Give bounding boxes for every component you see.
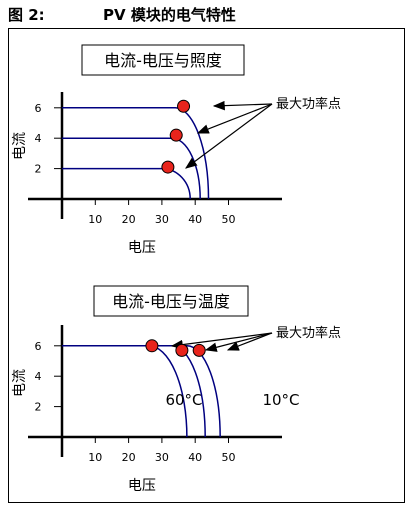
figure-title: PV 模块的电气特性 — [103, 6, 236, 24]
chart-title: 电流-电压与温度 — [112, 292, 230, 311]
chart-title: 电流-电压与照度 — [104, 51, 222, 70]
chart-title-box — [81, 44, 245, 76]
series-label: 10°C — [262, 391, 299, 409]
x-tick-label: 20 — [122, 213, 136, 226]
x-axis-label: 电压 — [128, 240, 156, 256]
x-tick-label: 50 — [222, 451, 236, 464]
y-axis-label: 电流 — [12, 132, 28, 160]
chart-title-box — [93, 285, 249, 317]
figure-number: 图 2: — [8, 6, 45, 24]
y-tick-label: 2 — [35, 163, 42, 176]
mpp-marker — [192, 343, 206, 357]
x-tick-label: 10 — [88, 213, 102, 226]
x-tick-label: 40 — [188, 451, 202, 464]
y-tick-label: 4 — [35, 132, 42, 145]
x-axis-label: 电压 — [128, 478, 156, 494]
x-tick-label: 50 — [222, 213, 236, 226]
figure-frame — [8, 28, 405, 503]
mpp-marker — [169, 128, 183, 142]
figure-caption: 图 2: PV 模块的电气特性 — [8, 4, 236, 25]
mpp-arrow — [170, 332, 273, 350]
x-tick-label: 40 — [188, 213, 202, 226]
x-tick-label: 20 — [122, 451, 136, 464]
x-tick-label: 30 — [155, 213, 169, 226]
series-label: 60°C — [165, 391, 202, 409]
mpp-marker — [177, 99, 191, 113]
mpp-arrow — [212, 100, 273, 111]
y-tick-label: 2 — [35, 401, 42, 414]
mpp-arrow — [196, 103, 273, 134]
y-tick-label: 6 — [35, 102, 42, 115]
iv-curve — [62, 345, 221, 438]
mpp-annotation: 最大功率点 — [276, 96, 341, 112]
mpp-arrow — [204, 332, 273, 352]
mpp-marker — [161, 160, 175, 174]
y-axis-label: 电流 — [12, 369, 28, 397]
mpp-annotation: 最大功率点 — [276, 325, 341, 341]
mpp-marker — [145, 339, 159, 353]
y-tick-label: 6 — [35, 340, 42, 353]
mpp-marker — [175, 343, 189, 357]
y-tick-label: 4 — [35, 370, 42, 383]
mpp-arrow — [185, 103, 273, 169]
x-tick-label: 30 — [155, 451, 169, 464]
iv-curve — [62, 167, 191, 200]
mpp-arrow — [226, 332, 273, 351]
x-tick-label: 10 — [88, 451, 102, 464]
